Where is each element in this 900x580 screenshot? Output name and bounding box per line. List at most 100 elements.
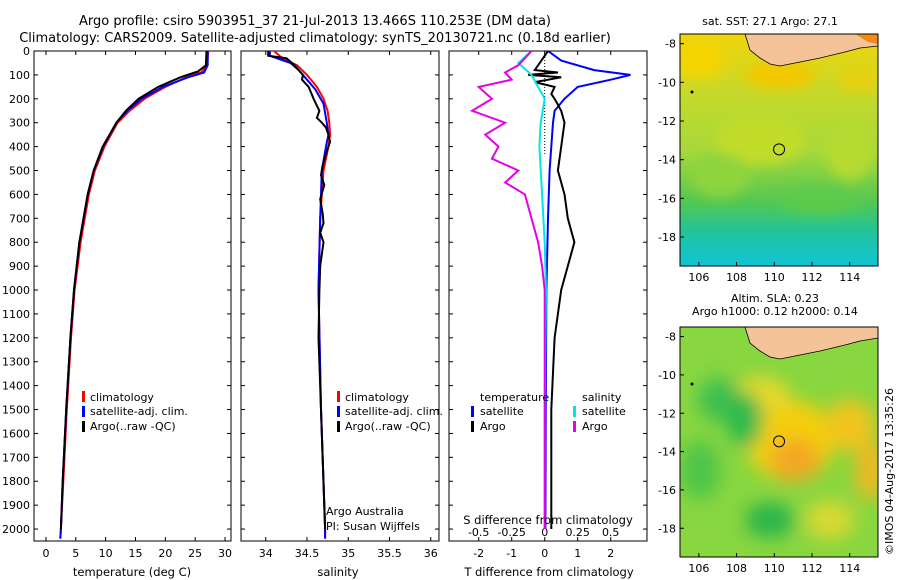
map-y-tick-label: -8 — [665, 38, 676, 51]
y-tick-label: 200 — [9, 93, 30, 106]
map-x-tick-label: 110 — [764, 271, 785, 284]
series-line-salinity-argo — [469, 51, 546, 529]
map-x-tick-label: 106 — [688, 271, 709, 284]
series-line-temperature-satellite — [544, 51, 631, 530]
map-x-tick-label: 112 — [802, 562, 823, 575]
x-tick-label: 0 — [42, 547, 49, 560]
map-x-tick-label: 106 — [688, 562, 709, 575]
legend-swatch-climatology — [337, 391, 340, 402]
y-tick-label: 100 — [9, 69, 30, 82]
temperature-xlabel: temperature (deg C) — [73, 565, 191, 579]
temperature-legend: climatology satellite-adj. clim. Argo(..… — [82, 391, 188, 433]
y-tick-label: 1500 — [2, 404, 30, 417]
s-tick-label: 0.5 — [602, 526, 620, 539]
map-x-tick-label: 110 — [764, 562, 785, 575]
x-tick-label: 34 — [259, 547, 273, 560]
map-y-tick-label: -12 — [658, 115, 676, 128]
legend-label-s-satellite: satellite — [582, 405, 626, 418]
y-tick-label: 300 — [9, 117, 30, 130]
y-tick-label: 1700 — [2, 451, 30, 464]
x-tick-label: 20 — [158, 547, 172, 560]
y-tick-label: 1600 — [2, 427, 30, 440]
series-line-climatology — [273, 51, 332, 539]
map-y-tick-label: -14 — [658, 154, 676, 167]
series-line-argo-raw-qc- — [59, 51, 208, 530]
sst-map-title: sat. SST: 27.1 Argo: 27.1 — [702, 15, 838, 28]
sla-map-title: Altim. SLA: 0.23 — [731, 292, 819, 305]
map-y-tick-label: -18 — [658, 522, 676, 535]
argo-australia-label: Argo Australia — [326, 505, 404, 518]
timestamp-watermark: ©IMOS 04-Aug-2017 13:35:26 — [883, 388, 896, 555]
map-x-tick-label: 108 — [726, 562, 747, 575]
map-y-tick-label: -16 — [658, 484, 676, 497]
legend-swatch-s-satellite — [573, 406, 576, 417]
x-tick-label: 0 — [541, 547, 548, 560]
sla-float-marker — [773, 435, 786, 448]
legend-swatch-satellite — [337, 406, 340, 417]
legend-label-t-satellite: satellite — [480, 405, 524, 418]
map-y-tick-label: -10 — [658, 369, 676, 382]
difference-s-xlabel: S difference from climatology — [463, 513, 633, 527]
legend-label-t-argo: Argo — [480, 420, 506, 433]
salinity-panel-frame — [240, 50, 440, 542]
sla-map-subtitle: Argo h1000: 0.12 h2000: 0.14 — [692, 305, 858, 318]
map-y-tick-label: -18 — [658, 231, 676, 244]
legend-swatch-climatology — [82, 391, 85, 402]
y-tick-label: 700 — [9, 212, 30, 225]
legend-label-climatology: climatology — [345, 391, 409, 404]
map-y-tick-label: -10 — [658, 76, 676, 89]
map-y-tick-label: -12 — [658, 407, 676, 420]
map-y-tick-label: -8 — [665, 331, 676, 344]
x-tick-label: 36 — [424, 547, 438, 560]
legend-title-temperature: temperature — [480, 391, 549, 404]
sst-map-frame — [679, 33, 879, 267]
sst-float-marker — [773, 143, 786, 156]
legend-swatch-t-satellite — [471, 406, 474, 417]
y-tick-label: 1400 — [2, 380, 30, 393]
salinity-legend: climatology satellite-adj. clim. Argo(..… — [326, 391, 443, 533]
legend-swatch-t-argo — [471, 421, 474, 432]
sst-map-field — [680, 34, 878, 266]
legend-label-satellite: satellite-adj. clim. — [345, 405, 443, 418]
legend-swatch-s-argo — [573, 421, 576, 432]
temperature-panel-frame — [33, 50, 232, 542]
legend-label-argo: Argo(..raw -QC) — [90, 420, 176, 433]
s-tick-label: -0.25 — [497, 526, 525, 539]
x-tick-label: 25 — [188, 547, 202, 560]
x-tick-label: -1 — [506, 547, 517, 560]
s-tick-label: 0 — [541, 526, 548, 539]
map-y-tick-label: -16 — [658, 192, 676, 205]
pi-label: PI: Susan Wijffels — [326, 520, 420, 533]
y-tick-label: 1000 — [2, 284, 30, 297]
series-line-argo-raw-qc- — [267, 51, 332, 530]
x-tick-label: 35 — [341, 547, 355, 560]
legend-swatch-satellite — [82, 406, 85, 417]
sla-map-field — [680, 327, 878, 557]
difference-t-xlabel: T difference from climatology — [463, 565, 634, 579]
x-tick-label: 2 — [607, 547, 614, 560]
series-line-temperature-argo — [528, 51, 576, 529]
difference-panel-frame — [448, 50, 648, 542]
legend-label-climatology: climatology — [90, 391, 154, 404]
legend-label-satellite: satellite-adj. clim. — [90, 405, 188, 418]
salinity-xlabel: salinity — [317, 565, 358, 579]
figure-title-line2: Climatology: CARS2009. Satellite-adjuste… — [19, 31, 611, 46]
x-tick-label: -2 — [473, 547, 484, 560]
s-tick-label: -0.5 — [468, 526, 489, 539]
x-tick-label: 5 — [72, 547, 79, 560]
x-tick-label: 10 — [99, 547, 113, 560]
y-tick-label: 1900 — [2, 499, 30, 512]
map-x-tick-label: 114 — [839, 562, 860, 575]
y-tick-label: 1200 — [2, 332, 30, 345]
x-tick-label: 15 — [128, 547, 142, 560]
legend-swatch-argo — [82, 421, 85, 432]
x-tick-label: 1 — [574, 547, 581, 560]
y-tick-label: 0 — [23, 45, 30, 58]
x-tick-label: 35.5 — [377, 547, 402, 560]
y-tick-label: 1800 — [2, 475, 30, 488]
difference-legend: temperature salinity satellite Argo sate… — [471, 391, 626, 433]
y-tick-label: 800 — [9, 236, 30, 249]
series-line-satellite-adj-clim- — [59, 51, 209, 539]
y-tick-label: 600 — [9, 188, 30, 201]
